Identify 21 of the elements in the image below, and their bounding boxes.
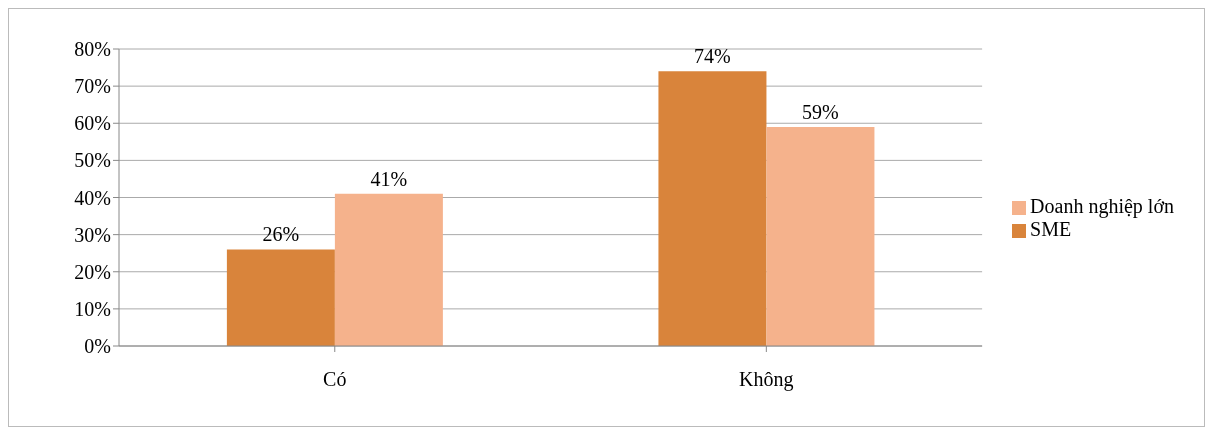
- data-label: 26%: [262, 223, 300, 246]
- y-tick-label: 30%: [74, 223, 111, 246]
- y-tick-label: 60%: [74, 112, 111, 135]
- y-tick-label: 70%: [74, 75, 111, 98]
- y-tick-label: 50%: [74, 149, 111, 172]
- y-tick-label: 40%: [74, 186, 111, 209]
- y-tick-label: 80%: [74, 38, 111, 61]
- y-tick-label: 20%: [74, 260, 111, 283]
- legend-label: Doanh nghiệp lớn: [1030, 194, 1174, 217]
- y-tick-label: 10%: [74, 297, 111, 320]
- x-tick-label: Không: [739, 368, 794, 392]
- x-tick-label: Có: [323, 368, 347, 391]
- data-label: 59%: [802, 100, 839, 123]
- legend-label: SME: [1030, 217, 1072, 240]
- data-label: 74%: [694, 45, 731, 68]
- bar: [226, 249, 335, 346]
- bar: [658, 71, 767, 346]
- bar: [334, 193, 443, 346]
- bar: [766, 126, 875, 346]
- data-label: 41%: [370, 167, 408, 190]
- y-tick-label: 0%: [84, 335, 111, 358]
